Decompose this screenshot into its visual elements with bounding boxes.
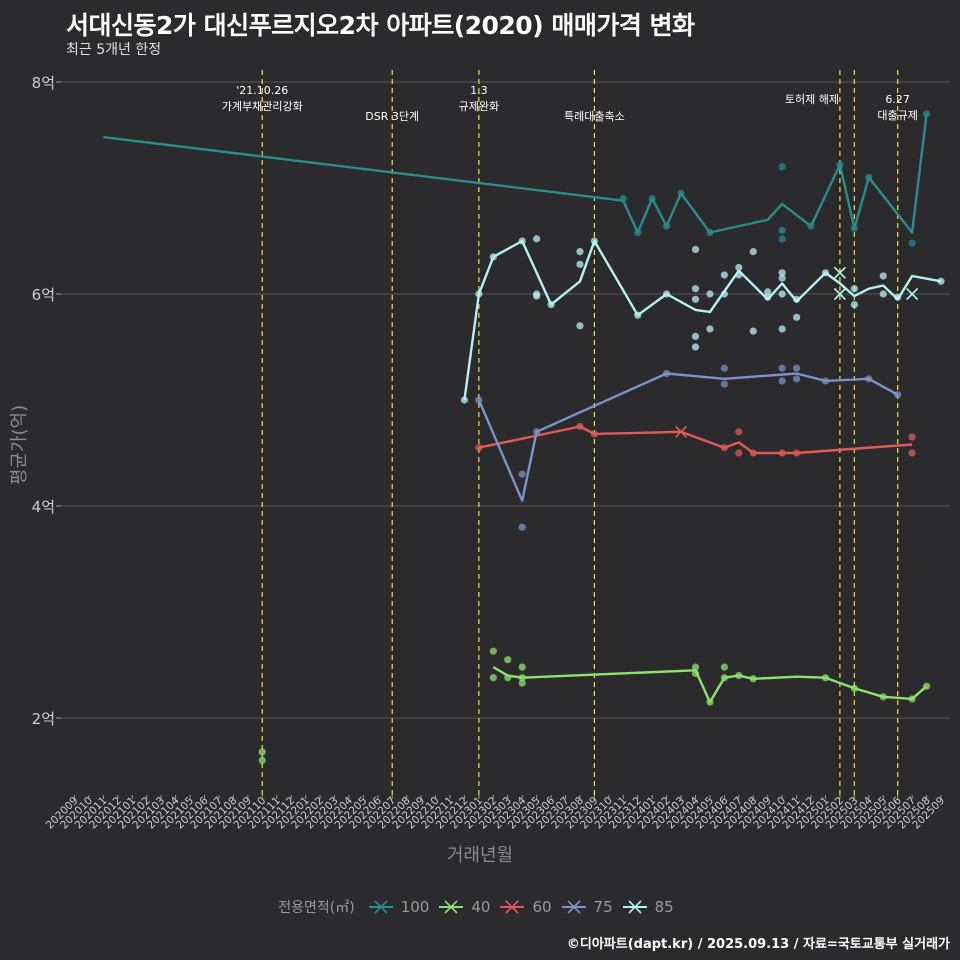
scatter-point-85 [778, 274, 786, 282]
series-line-85 [463, 239, 942, 401]
cross-point-85 [833, 266, 846, 279]
legend-key-85 [622, 900, 647, 914]
scatter-point-75 [720, 380, 728, 388]
scatter-point-85 [691, 295, 700, 303]
scatter-point-40 [518, 663, 526, 671]
source-caption: ©디아파트(dapt.kr) / 2025.09.13 / 자료=국토교통부 실… [566, 937, 950, 952]
chart-subtitle: 최근 5개년 한정 [66, 42, 162, 58]
legend-item-75: 75 [560, 898, 613, 916]
scatter-point-40 [489, 674, 497, 682]
event-label: DSR 3단계 [365, 110, 419, 123]
scatter-point-75 [792, 364, 801, 372]
scatter-point-85 [691, 332, 700, 340]
event-label: 토허제 해제 [785, 92, 839, 106]
scatter-point-40 [691, 663, 700, 671]
legend-label: 85 [654, 898, 674, 916]
scatter-point-75 [518, 470, 526, 478]
legend-label: 40 [471, 898, 491, 916]
scatter-point-40 [504, 656, 512, 664]
scatter-point-85 [691, 245, 700, 254]
scatter-point-85 [691, 285, 700, 293]
cross-point-60 [674, 425, 688, 438]
scatter-point-85 [735, 263, 743, 272]
legend-key-40 [439, 900, 464, 914]
scatter-point-85 [576, 260, 584, 268]
scatter-point-40 [489, 647, 497, 655]
legend-key-75 [561, 900, 586, 914]
legend-key-60 [500, 900, 525, 914]
scatter-point-100 [908, 239, 916, 247]
legend-item-40: 40 [437, 898, 490, 916]
scatter-point-40 [720, 663, 728, 671]
legend-item-85: 85 [621, 898, 674, 916]
event-label: 특례대출축소 [564, 110, 625, 123]
event-label: 1.3 규제완화 [459, 84, 499, 113]
scatter-point-40 [258, 756, 266, 765]
legend-key-100 [368, 900, 393, 914]
scatter-point-85 [792, 313, 801, 321]
y-tick-label: 6억 [32, 286, 55, 304]
scatter-point-75 [778, 377, 786, 385]
scatter-point-75 [778, 364, 786, 372]
scatter-point-60 [908, 433, 916, 441]
scatter-point-40 [518, 679, 526, 687]
event-label: 6.27 대출규제 [877, 93, 917, 122]
series-line-60 [478, 425, 913, 455]
scatter-point-85 [879, 290, 887, 298]
legend-label: 60 [532, 898, 552, 916]
legend-label: 100 [400, 898, 430, 916]
scatter-point-85 [778, 325, 786, 333]
scatter-point-85 [778, 290, 786, 298]
scatter-point-85 [778, 269, 786, 277]
scatter-point-85 [749, 248, 757, 256]
scatter-point-85 [879, 272, 887, 280]
scatter-point-60 [908, 449, 916, 457]
scatter-point-60 [735, 449, 743, 457]
y-tick-label: 2억 [32, 710, 55, 728]
legend-item-60: 60 [498, 898, 552, 916]
y-axis-label: 평균가(억) [9, 404, 30, 486]
event-label: '21.10.26 가계부채관리강화 [222, 84, 303, 113]
scatter-point-85 [533, 292, 541, 300]
scatter-point-60 [735, 428, 743, 436]
scatter-point-85 [533, 235, 541, 243]
scatter-point-85 [850, 285, 858, 293]
scatter-point-85 [576, 322, 584, 330]
series-line-100 [103, 113, 928, 234]
scatter-point-85 [850, 301, 858, 309]
cross-point-85 [906, 287, 919, 301]
scatter-point-75 [720, 364, 728, 372]
legend-item-100: 100 [367, 898, 430, 916]
series-line-75 [477, 372, 899, 502]
scatter-point-40 [258, 748, 266, 756]
scatter-point-60 [475, 444, 483, 452]
legend-label: 75 [593, 898, 613, 916]
scatter-point-100 [778, 235, 786, 243]
legend-title: 전용면적(㎡) [278, 900, 355, 916]
cross-point-85 [833, 287, 846, 301]
scatter-point-85 [720, 271, 728, 279]
y-tick-label: 8억 [32, 74, 55, 92]
scatter-point-85 [706, 290, 714, 298]
x-axis-label: 거래년월 [446, 845, 514, 866]
scatter-point-75 [518, 523, 526, 531]
scatter-point-100 [778, 226, 786, 234]
series-line-40 [492, 666, 928, 704]
legend: 전용면적(㎡) 100 40 60 75 85 [0, 897, 960, 917]
scatter-point-85 [764, 288, 772, 296]
scatter-point-85 [706, 325, 714, 333]
y-tick-label: 4억 [32, 498, 55, 516]
scatter-point-85 [576, 248, 584, 256]
chart-title: 서대신동2가 대신푸르지오2차 아파트(2020) 매매가격 변화 [66, 11, 695, 40]
scatter-point-75 [792, 375, 801, 383]
scatter-point-85 [691, 343, 700, 351]
scatter-point-85 [749, 327, 757, 335]
scatter-point-100 [778, 163, 786, 171]
